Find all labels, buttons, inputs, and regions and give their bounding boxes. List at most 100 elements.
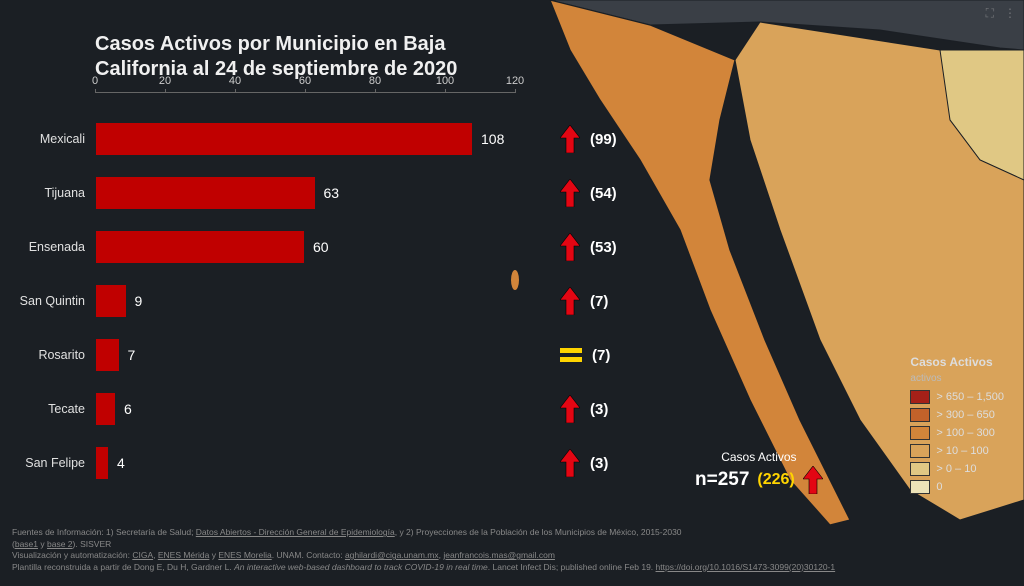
xtick-label: 20 (159, 75, 171, 87)
legend-label: > 100 – 300 (936, 427, 994, 439)
indicator-row: (7) (560, 328, 700, 382)
legend-label: > 0 – 10 (936, 463, 976, 475)
legend-label: > 10 – 100 (936, 445, 988, 457)
bars-container: Mexicali108Tijuana63Ensenada60San Quinti… (95, 112, 515, 490)
total-prev: (226) (757, 471, 794, 489)
bar-row: San Quintin9 (95, 274, 515, 328)
bar-label: Tecate (48, 402, 85, 416)
equals-icon (560, 348, 582, 362)
toolbar: ⛶ ⋮ (986, 6, 1016, 21)
xtick-label: 100 (436, 75, 454, 87)
legend-title: Casos Activos (910, 355, 1004, 369)
total-block: Casos Activos n=257 (226) (695, 450, 823, 494)
xtick-label: 80 (369, 75, 381, 87)
bar-value: 108 (481, 131, 504, 147)
indicator-row: (3) (560, 436, 700, 490)
trend-indicators: (99) (54) (53) (7) (7) (3) (3) (560, 112, 700, 490)
legend-swatch (910, 444, 930, 458)
link-doi[interactable]: https://doi.org/10.1016/S1473-3099(20)30… (656, 562, 836, 572)
legend-label: 0 (936, 481, 942, 493)
indicator-prev: (99) (590, 131, 617, 148)
indicator-row: (53) (560, 220, 700, 274)
legend-label: > 300 – 650 (936, 409, 994, 421)
bar-value: 60 (313, 239, 329, 255)
xtick-label: 120 (506, 75, 524, 87)
link-ciga[interactable]: CIGA (132, 550, 153, 560)
bar-row: Rosarito7 (95, 328, 515, 382)
bar-rect (95, 122, 473, 156)
total-n: n=257 (695, 469, 749, 491)
bar-label: Tijuana (44, 186, 85, 200)
arrow-up-icon (560, 287, 580, 315)
total-caption: Casos Activos (695, 450, 823, 464)
legend-swatch (910, 390, 930, 404)
xtick-label: 60 (299, 75, 311, 87)
link-base2[interactable]: base 2 (47, 539, 73, 549)
indicator-prev: (7) (590, 293, 608, 310)
link-enes-merida[interactable]: ENES Mérida (158, 550, 210, 560)
chart-title: Casos Activos por Municipio en Baja Cali… (95, 32, 475, 82)
legend-row: > 300 – 650 (910, 406, 1004, 424)
indicator-prev: (3) (590, 455, 608, 472)
legend-swatch (910, 408, 930, 422)
bar-label: Rosarito (38, 348, 85, 362)
bar-rect (95, 176, 316, 210)
arrow-up-icon (560, 125, 580, 153)
legend: Casos Activos activos > 650 – 1,500 > 300… (910, 355, 1004, 496)
indicator-row: (99) (560, 112, 700, 166)
legend-label: > 650 – 1,500 (936, 391, 1004, 403)
bar-label: Ensenada (29, 240, 85, 254)
legend-row: > 0 – 10 (910, 460, 1004, 478)
footer-sources: Fuentes de Información: 1) Secretaría de… (12, 527, 1012, 573)
bar-value: 63 (324, 185, 340, 201)
bar-rect (95, 338, 120, 372)
link-email1[interactable]: aghilardi@ciga.unam.mx (345, 550, 439, 560)
expand-icon[interactable]: ⛶ (986, 6, 994, 21)
link-base1[interactable]: base1 (15, 539, 38, 549)
indicator-row: (7) (560, 274, 700, 328)
legend-row: > 100 – 300 (910, 424, 1004, 442)
indicator-prev: (54) (590, 185, 617, 202)
menu-icon[interactable]: ⋮ (1004, 6, 1016, 21)
indicator-prev: (3) (590, 401, 608, 418)
arrow-up-icon (803, 466, 823, 494)
arrow-up-icon (560, 395, 580, 423)
indicator-row: (3) (560, 382, 700, 436)
bar-rect (95, 230, 305, 264)
bar-value: 4 (117, 455, 125, 471)
bar-row: Tecate6 (95, 382, 515, 436)
arrow-up-icon (560, 179, 580, 207)
region-us-north (550, 0, 1024, 50)
bar-label: Mexicali (40, 132, 85, 146)
xtick-label: 0 (92, 75, 98, 87)
indicator-prev: (7) (592, 347, 610, 364)
indicator-row: (54) (560, 166, 700, 220)
bar-value: 6 (124, 401, 132, 417)
bar-label: San Quintin (20, 294, 85, 308)
chart-panel: Casos Activos por Municipio en Baja Cali… (0, 0, 560, 581)
link-email2[interactable]: jeanfrancois.mas@gmail.com (443, 550, 555, 560)
bar-rect (95, 392, 116, 426)
indicator-prev: (53) (590, 239, 617, 256)
region-far-east (935, 50, 1024, 180)
bar-rect (95, 446, 109, 480)
link-datos-abiertos[interactable]: Datos Abiertos - Dirección General de Ep… (196, 527, 395, 537)
legend-row: > 650 – 1,500 (910, 388, 1004, 406)
legend-subtitle: activos (910, 373, 1004, 384)
bar-row: Mexicali108 (95, 112, 515, 166)
x-axis: 020406080100120 (95, 92, 515, 112)
legend-swatch (910, 462, 930, 476)
legend-swatch (910, 480, 930, 494)
link-enes-morelia[interactable]: ENES Morelia (218, 550, 271, 560)
arrow-up-icon (560, 449, 580, 477)
legend-row: > 10 – 100 (910, 442, 1004, 460)
legend-swatch (910, 426, 930, 440)
arrow-up-icon (560, 233, 580, 261)
chart-plot: 020406080100120 Mexicali108Tijuana63Ense… (95, 92, 515, 492)
bar-rect (95, 284, 127, 318)
bar-value: 9 (135, 293, 143, 309)
xtick-label: 40 (229, 75, 241, 87)
bar-label: San Felipe (25, 456, 85, 470)
bar-value: 7 (128, 347, 136, 363)
bar-row: Ensenada60 (95, 220, 515, 274)
